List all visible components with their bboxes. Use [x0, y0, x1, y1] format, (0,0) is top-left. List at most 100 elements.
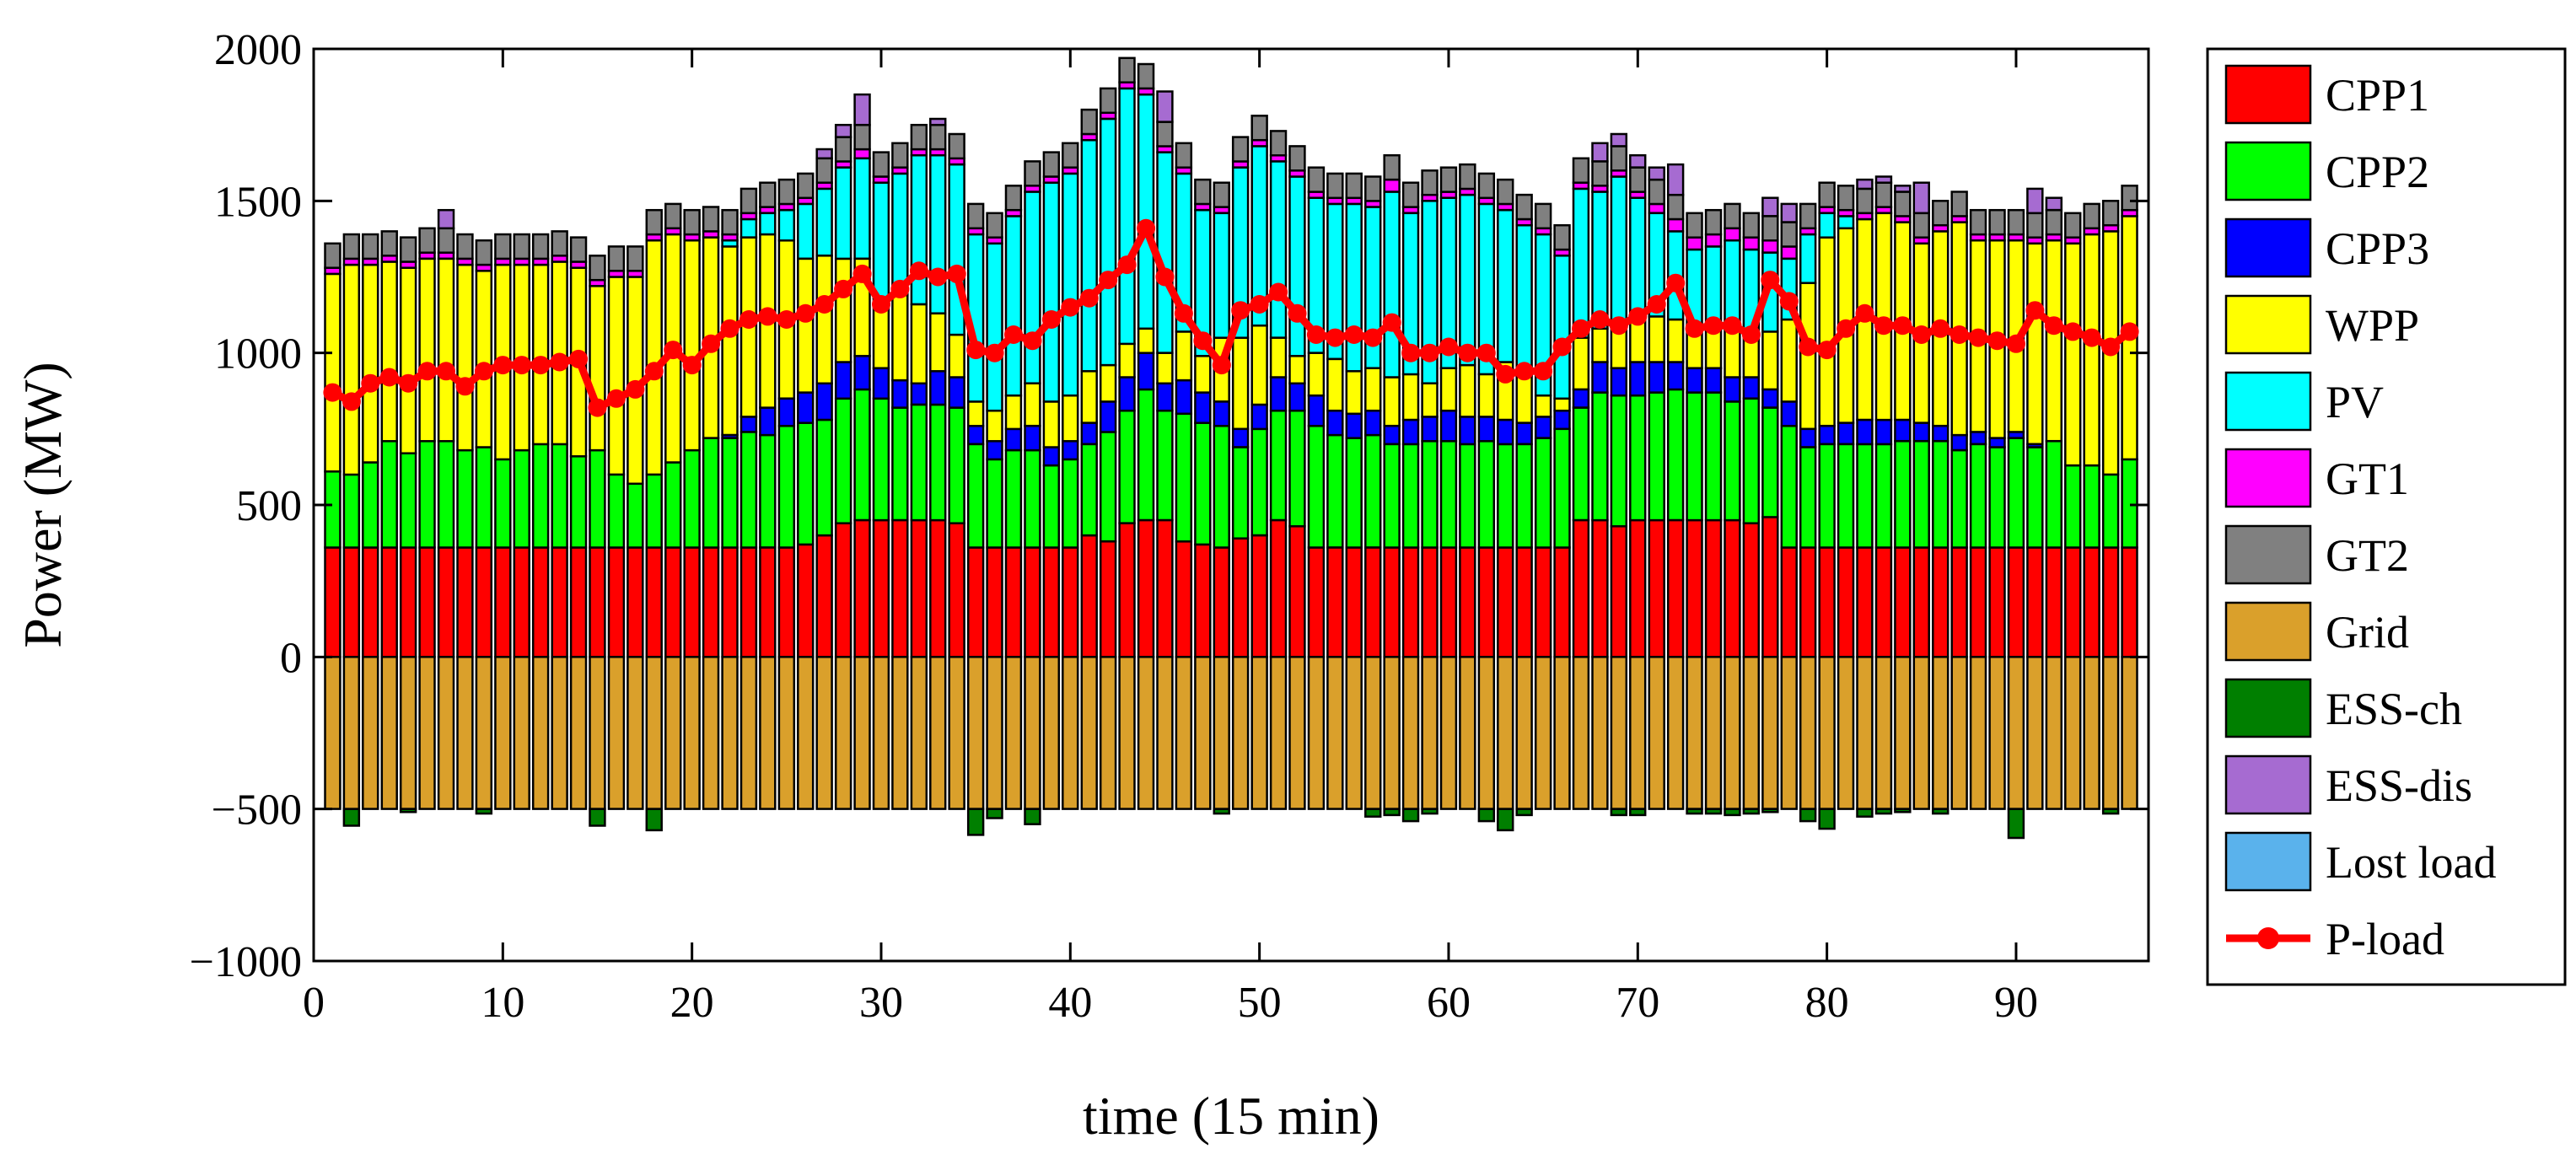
bar-cpp1-76: [1742, 522, 1761, 658]
bar-cpp1-27: [815, 534, 833, 658]
bar-cpp2-29: [853, 388, 871, 522]
bar-grid-12: [531, 656, 550, 810]
bar-grid-4: [380, 656, 398, 810]
bar-cpp3-25: [777, 397, 796, 427]
bar-ess-ch-79: [1799, 808, 1817, 823]
bar-wpp-20: [683, 239, 701, 452]
bar-cpp1-93: [2064, 546, 2082, 658]
legend-label-cpp2: CPP2: [2326, 147, 2429, 197]
bar-cpp1-68: [1591, 518, 1609, 658]
bar-wpp-6: [418, 257, 436, 443]
bar-gt2-41: [1080, 108, 1098, 136]
bar-gt2-43: [1118, 56, 1136, 83]
bar-cpp1-39: [1042, 546, 1061, 658]
bar-grid-88: [1969, 656, 1987, 810]
bar-wpp-61: [1459, 363, 1476, 418]
bar-ess-ch-83: [1874, 808, 1893, 815]
bar-cpp1-33: [929, 518, 947, 658]
bar-grid-24: [759, 656, 777, 810]
p-load-point-28: [834, 279, 853, 298]
p-load-point-89: [1987, 331, 2007, 351]
bar-grid-31: [891, 656, 909, 810]
legend-swatch-pv: [2224, 371, 2312, 432]
bar-cpp1-38: [1024, 546, 1041, 658]
bar-cpp2-68: [1591, 391, 1609, 522]
bar-grid-44: [1137, 656, 1155, 810]
bar-gt2-84: [1894, 191, 1912, 217]
bar-grid-52: [1288, 656, 1306, 810]
p-load-point-70: [1628, 307, 1648, 326]
bar-cpp2-47: [1194, 421, 1212, 546]
bar-cpp2-77: [1761, 406, 1779, 518]
p-load-point-88: [1969, 328, 1988, 347]
legend-label-wpp: WPP: [2326, 300, 2419, 351]
bar-cpp3-88: [1969, 431, 1987, 446]
bar-ess-dis-83: [1874, 175, 1893, 184]
bar-grid-71: [1648, 656, 1665, 810]
bar-wpp-94: [2083, 233, 2100, 467]
bar-gt2-89: [1988, 208, 2006, 236]
y-tick-label-0: −1000: [190, 938, 302, 986]
bar-grid-26: [797, 656, 815, 810]
p-load-point-77: [1761, 271, 1780, 290]
bar-ess-ch-64: [1515, 808, 1533, 817]
bar-cpp1-94: [2083, 546, 2100, 658]
bar-cpp1-96: [2121, 546, 2138, 658]
bar-gt2-66: [1553, 223, 1571, 251]
bar-gt2-48: [1213, 181, 1230, 208]
bar-ess-ch-90: [2007, 808, 2025, 840]
bar-cpp3-52: [1288, 382, 1306, 412]
bar-cpp2-58: [1401, 443, 1420, 549]
bar-grid-87: [1950, 656, 1968, 810]
bar-ess-ch-35: [966, 808, 985, 836]
bar-cpp3-83: [1874, 418, 1893, 446]
bar-wpp-58: [1401, 373, 1420, 421]
y-axis-label: Power (MW): [13, 362, 73, 647]
bar-cpp1-54: [1326, 546, 1344, 658]
bar-cpp1-85: [1912, 546, 1930, 658]
bar-gt2-90: [2007, 208, 2025, 236]
bar-pv-81: [1837, 215, 1855, 230]
bar-wpp-4: [380, 260, 398, 443]
bar-gt2-9: [475, 239, 493, 266]
bar-cpp1-51: [1269, 518, 1288, 658]
p-load-point-73: [1685, 319, 1704, 338]
bar-wpp-54: [1326, 357, 1344, 412]
p-load-point-96: [2120, 322, 2139, 341]
bar-gt2-16: [607, 245, 626, 272]
bar-cpp2-62: [1477, 440, 1496, 549]
bar-cpp2-6: [418, 440, 436, 549]
bar-wpp-9: [475, 270, 493, 448]
bar-gt2-57: [1383, 153, 1401, 181]
p-load-point-31: [890, 279, 910, 298]
bar-cpp1-34: [948, 522, 965, 658]
bar-cpp2-25: [777, 424, 796, 549]
bar-cpp2-36: [986, 458, 1003, 549]
bar-cpp1-46: [1175, 540, 1193, 658]
bar-cpp2-64: [1515, 443, 1533, 549]
bar-cpp1-92: [2045, 546, 2063, 658]
p-load-point-75: [1723, 316, 1742, 336]
bar-gt1-72: [1666, 217, 1685, 233]
bar-cpp2-57: [1383, 443, 1401, 549]
bar-cpp1-14: [569, 546, 588, 658]
bar-ess-ch-56: [1364, 808, 1382, 818]
bar-gt2-51: [1269, 130, 1288, 157]
legend-label-gt2: GT2: [2326, 530, 2409, 581]
bar-grid-60: [1439, 656, 1458, 810]
bar-wpp-15: [589, 285, 606, 452]
bar-cpp1-9: [475, 546, 493, 658]
bar-cpp2-66: [1553, 427, 1571, 549]
bar-grid-59: [1421, 656, 1439, 810]
bar-ess-ch-80: [1818, 808, 1836, 830]
bar-gt2-95: [2101, 200, 2120, 227]
bar-grid-91: [2026, 656, 2044, 810]
bar-grid-81: [1837, 656, 1855, 810]
bar-cpp1-47: [1194, 543, 1212, 658]
bar-gt2-12: [531, 233, 550, 260]
bar-grid-64: [1515, 656, 1533, 810]
p-load-point-36: [985, 343, 1004, 362]
bar-gt2-10: [494, 233, 512, 260]
bar-cpp1-6: [418, 546, 436, 658]
bar-gt2-87: [1950, 191, 1968, 217]
